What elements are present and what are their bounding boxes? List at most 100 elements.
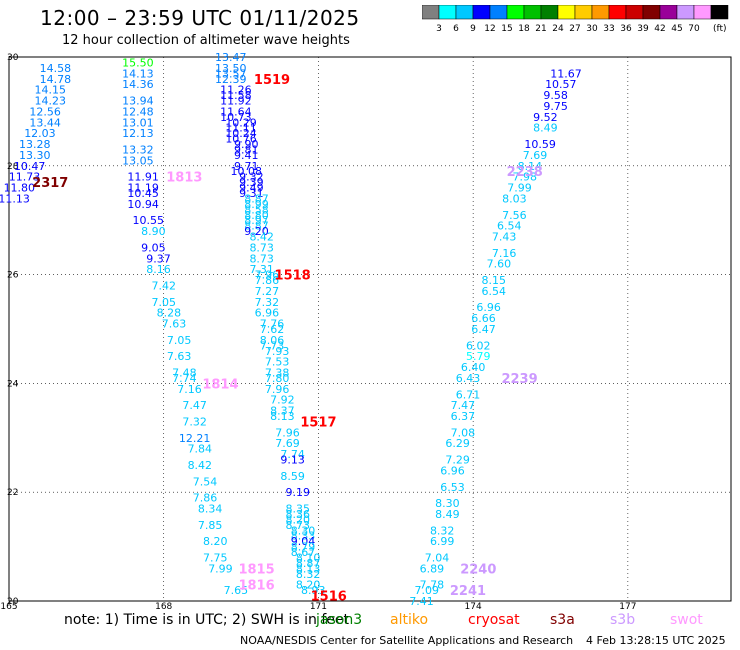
wave-height-value: 10.59 xyxy=(524,138,556,151)
wave-height-value: 7.32 xyxy=(182,415,207,428)
wave-height-value: 7.16 xyxy=(177,383,202,396)
wave-height-value: 9.19 xyxy=(286,486,311,499)
wave-height-value: 12.48 xyxy=(122,105,154,118)
wave-height-value: 8.80 xyxy=(244,209,269,222)
wave-height-value: 8.20 xyxy=(203,535,228,548)
wave-height-value: 7.73 xyxy=(260,339,285,352)
wave-height-value: 11.80 xyxy=(4,182,36,195)
wave-height-value: 6.89 xyxy=(420,562,445,575)
wave-height-value: 6.53 xyxy=(440,481,465,494)
wave-height-value: 6.29 xyxy=(445,437,470,450)
wave-height-value: 10.45 xyxy=(127,187,159,200)
wave-height-value: 6.43 xyxy=(456,372,481,385)
wave-height-value: 8.73 xyxy=(249,241,274,254)
wave-height-value: 7.60 xyxy=(487,258,512,271)
wave-height-value: 8.32 xyxy=(296,568,321,581)
wave-height-value: 13.30 xyxy=(19,149,51,162)
wave-height-value: 7.42 xyxy=(151,279,176,292)
wave-height-value: 7.85 xyxy=(198,519,223,532)
wave-height-value: 13.32 xyxy=(122,143,154,156)
wave-height-value: 13.44 xyxy=(29,116,61,129)
credit-line: NOAA/NESDIS Center for Satellite Applica… xyxy=(240,634,574,647)
wave-height-value: 8.06 xyxy=(260,334,285,347)
wave-height-value: 6.54 xyxy=(482,285,507,298)
wave-height-value: 13.50 xyxy=(215,62,247,75)
wave-height-value: 12.13 xyxy=(122,127,154,140)
lon-tick-label: 165 xyxy=(0,602,17,610)
colorbar-label: 42 xyxy=(654,24,665,34)
wave-height-value: 7.65 xyxy=(224,584,249,597)
pass-time-label: 2240 xyxy=(460,562,496,577)
wave-height-value: 15.50 xyxy=(122,56,154,69)
lon-tick-label: 171 xyxy=(310,602,327,610)
legend-jason3: jason3 xyxy=(316,612,363,628)
wave-height-value: 7.63 xyxy=(162,318,187,331)
colorbar-label: 15 xyxy=(501,24,512,34)
wave-height-value: 7.93 xyxy=(265,345,290,358)
wave-height-value: 7.98 xyxy=(512,171,537,184)
legend-s3a: s3a xyxy=(550,612,575,628)
wave-height-value: 7.53 xyxy=(265,356,290,369)
wave-height-value: 7.05 xyxy=(167,334,192,347)
wave-height-value: 6.47 xyxy=(471,323,496,336)
wave-height-value: 14.23 xyxy=(35,95,67,108)
lat-tick-label: 28 xyxy=(7,162,19,172)
wave-height-value: 8.42 xyxy=(188,459,213,472)
wave-height-value: 8.10 xyxy=(296,551,321,564)
wave-height-value: 7.86 xyxy=(193,492,218,505)
wave-height-value: 10.08 xyxy=(230,165,262,178)
wave-height-value: 6.54 xyxy=(497,220,522,233)
wave-height-value: 8.87 xyxy=(244,220,269,233)
page-subtitle: 12 hour collection of altimeter wave hei… xyxy=(62,33,350,48)
wave-height-value: 8.16 xyxy=(146,263,171,276)
colorbar-label: 24 xyxy=(552,24,564,34)
wave-height-value: 7.04 xyxy=(425,551,450,564)
wave-height-value: 7.76 xyxy=(260,318,285,331)
wave-height-value: 6.71 xyxy=(456,388,481,401)
lat-tick-label: 26 xyxy=(7,271,19,281)
pass-time-label: 1519 xyxy=(254,73,290,88)
wave-height-value: 10.57 xyxy=(545,78,577,91)
wave-height-value: 7.31 xyxy=(249,263,274,276)
wave-height-value: 9.20 xyxy=(244,225,269,238)
lon-tick-label: 177 xyxy=(619,602,636,610)
wave-height-value: 11.19 xyxy=(127,182,159,195)
wave-height-value: 9.32 xyxy=(239,171,264,184)
wave-height-value: 9.81 xyxy=(234,143,259,156)
wave-height-value: 6.96 xyxy=(255,307,280,320)
wave-height-value: 11.91 xyxy=(127,171,159,184)
wave-height-value: 9.75 xyxy=(543,100,568,113)
lat-tick-label: 30 xyxy=(7,53,19,63)
wave-height-value: 9.31 xyxy=(239,187,264,200)
wave-height-value: 7.96 xyxy=(255,269,280,282)
colorbar-label: 6 xyxy=(453,24,459,34)
wave-height-value: 9.39 xyxy=(239,176,264,189)
wave-height-value: 7.16 xyxy=(492,247,517,260)
wave-height-value: 7.54 xyxy=(193,475,218,488)
wave-height-value: 13.47 xyxy=(215,51,247,64)
wave-height-value: 8.87 xyxy=(296,557,321,570)
wave-height-value: 7.08 xyxy=(451,426,476,439)
wave-height-value: 8.58 xyxy=(244,203,269,216)
wave-height-value: 7.69 xyxy=(275,437,300,450)
wave-height-value: 8.73 xyxy=(249,252,274,265)
wave-height-value: 7.47 xyxy=(182,399,207,412)
wave-height-value: 7.99 xyxy=(208,562,233,575)
lat-tick-label: 24 xyxy=(7,379,19,389)
colorbar-label: 9 xyxy=(470,24,476,34)
wave-height-value: 10.24 xyxy=(225,127,257,140)
wave-height-value: 8.93 xyxy=(301,584,326,597)
pass-time-label: 1816 xyxy=(238,579,274,594)
pass-time-label: 1517 xyxy=(300,415,336,430)
wave-height-value: 6.96 xyxy=(476,301,501,314)
wave-height-map: 165 168 171 174 17730282624222014.5814.7814.… xyxy=(0,51,732,610)
wave-height-value: 7.48 xyxy=(172,367,197,380)
wave-height-value: 7.27 xyxy=(255,285,280,298)
wave-height-value: 8.42 xyxy=(249,231,274,244)
colorbar-label: 45 xyxy=(671,24,682,34)
pass-time-label: 2239 xyxy=(501,372,537,387)
wave-height-value: 9.13 xyxy=(280,454,305,467)
wave-height-value: 13.57 xyxy=(215,67,247,80)
wave-height-value: 8.30 xyxy=(435,497,460,510)
wave-height-value: 11.13 xyxy=(0,192,30,205)
